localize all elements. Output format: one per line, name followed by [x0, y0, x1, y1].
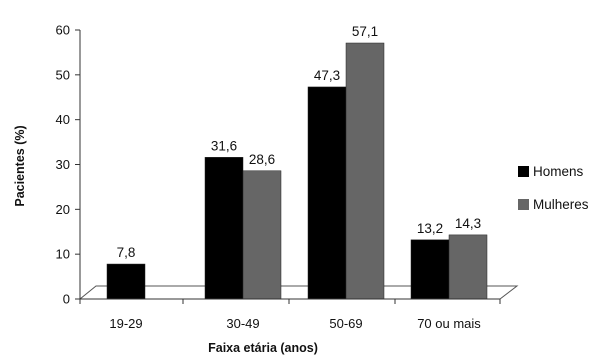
- y-tick-label: 20: [56, 202, 70, 217]
- bars: [106, 42, 488, 300]
- y-axis-title: Pacientes (%): [13, 125, 27, 206]
- y-tick-label: 60: [56, 23, 70, 38]
- y-tick-label: 30: [56, 157, 70, 172]
- data-label: 7,8: [117, 245, 136, 260]
- data-label: 28,6: [249, 152, 275, 167]
- bar-homens-19-29: [106, 263, 146, 300]
- data-label: 14,3: [455, 216, 481, 231]
- legend-label-mulheres: Mulheres: [533, 197, 589, 212]
- legend-swatch-homens: [518, 166, 529, 177]
- bar-mulheres-50-69: [345, 42, 385, 300]
- bar-homens-30-49: [204, 157, 244, 300]
- bar-mulheres-30-49: [242, 170, 282, 300]
- data-label: 31,6: [211, 138, 237, 153]
- legend-label-homens: Homens: [533, 164, 584, 179]
- legend-swatch-mulheres: [518, 199, 529, 210]
- bar-mulheres-70-ou-mais: [448, 234, 488, 300]
- data-labels: 7,8 31,6 28,6 47,3 57,1 13,2 14,3: [117, 24, 482, 260]
- x-tick-label: 19-29: [109, 316, 142, 331]
- y-tick-label: 0: [63, 292, 70, 307]
- x-axis: 19-29 30-49 50-69 70 ou mais: [79, 298, 501, 331]
- y-axis: 0 10 20 30 40 50 60: [56, 23, 81, 307]
- y-tick-label: 50: [56, 67, 70, 82]
- data-label: 57,1: [352, 24, 378, 39]
- bar-homens-50-69: [307, 86, 347, 300]
- data-label: 47,3: [314, 68, 340, 83]
- x-tick-label: 50-69: [329, 316, 362, 331]
- x-tick-label: 70 ou mais: [417, 316, 481, 331]
- bar-homens-70-ou-mais: [410, 239, 450, 300]
- y-tick-label: 10: [56, 247, 70, 262]
- data-label: 13,2: [417, 221, 443, 236]
- y-tick-label: 40: [56, 112, 70, 127]
- legend: Homens Mulheres: [518, 164, 589, 212]
- x-tick-label: 30-49: [226, 316, 259, 331]
- x-axis-title: Faixa etária (anos): [208, 341, 318, 355]
